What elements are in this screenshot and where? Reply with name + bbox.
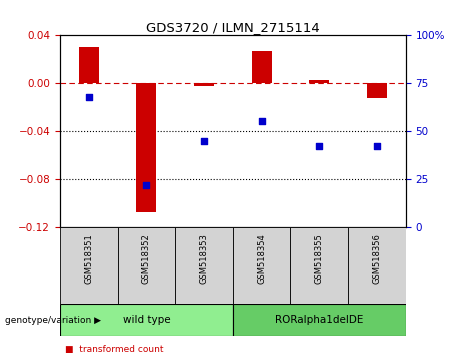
Point	[200, 138, 207, 143]
Bar	[309, 80, 329, 83]
Text: genotype/variation ▶: genotype/variation ▶	[5, 316, 100, 325]
Text: GSM518354: GSM518354	[257, 233, 266, 284]
Bar	[136, 83, 156, 212]
Bar	[118, 227, 175, 304]
Bar	[60, 304, 233, 336]
Point	[258, 119, 266, 124]
Point	[315, 143, 323, 149]
Text: GSM518352: GSM518352	[142, 233, 151, 284]
Bar	[233, 227, 290, 304]
Text: GSM518355: GSM518355	[315, 233, 324, 284]
Point	[85, 94, 92, 99]
Point	[373, 143, 381, 149]
Bar	[194, 83, 214, 86]
Bar	[60, 227, 118, 304]
Title: GDS3720 / ILMN_2715114: GDS3720 / ILMN_2715114	[146, 21, 319, 34]
Text: GSM518356: GSM518356	[372, 233, 381, 284]
Bar	[348, 227, 406, 304]
Text: wild type: wild type	[123, 315, 170, 325]
Bar	[367, 83, 387, 97]
Bar	[290, 227, 348, 304]
Bar	[79, 47, 99, 83]
Text: ■  transformed count: ■ transformed count	[65, 345, 163, 354]
Text: GSM518353: GSM518353	[200, 233, 208, 284]
Text: GSM518351: GSM518351	[84, 233, 93, 284]
Bar	[252, 51, 272, 83]
Point	[142, 182, 150, 187]
Text: RORalpha1delDE: RORalpha1delDE	[275, 315, 363, 325]
Bar	[175, 227, 233, 304]
Bar	[233, 304, 406, 336]
